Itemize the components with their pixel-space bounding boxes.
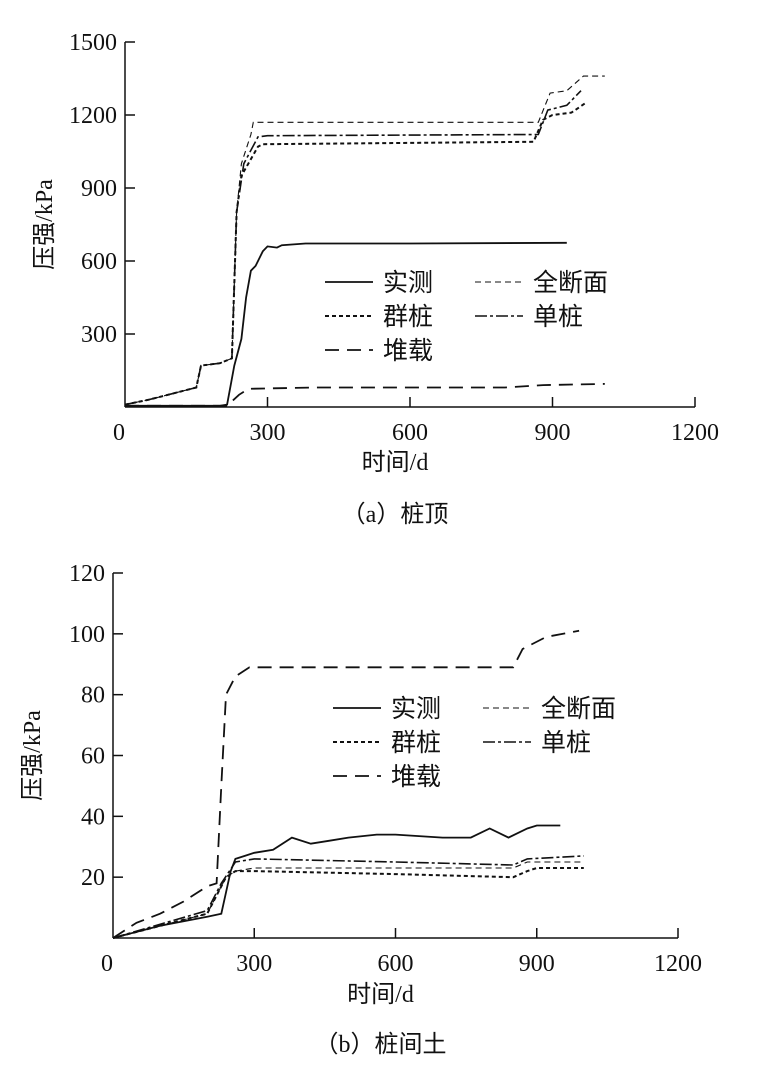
legend-label: 堆载	[391, 763, 441, 791]
x-tick-label: 1200	[671, 420, 719, 446]
x-axis-label: 时间/d	[362, 449, 429, 476]
x-tick-label: 600	[392, 420, 428, 446]
chart-title: （b）桩间土	[315, 1031, 447, 1058]
chart-panel-b: 0 300 600 900 1200 20 40 60 80 100 120 时间/d 压强/kPa （b…	[20, 561, 702, 1058]
y-axis-label: 压强/kPa	[20, 710, 46, 801]
y-tick-label: 1200	[69, 103, 117, 129]
x-tick-label: 1200	[654, 951, 702, 977]
y-tick-label: 900	[81, 176, 117, 202]
y-tick-label: 20	[81, 865, 105, 891]
y-tick-label: 100	[69, 622, 105, 648]
y-tick-label: 300	[81, 322, 117, 348]
y-tick-label: 120	[69, 561, 105, 587]
x-tick-label: 600	[378, 951, 414, 977]
legend-label: 实测	[383, 269, 433, 297]
legend-label: 群桩	[383, 303, 433, 331]
series-line-3	[124, 90, 582, 406]
legend-label: 单桩	[541, 729, 591, 757]
series-line-2	[112, 867, 584, 939]
series-line-3	[112, 855, 584, 939]
legend-label: 全断面	[541, 695, 616, 723]
legend-label: 群桩	[391, 729, 441, 757]
series-line-4	[112, 629, 580, 939]
x-tick-label: 0	[113, 420, 125, 446]
series-line-4	[125, 383, 605, 407]
y-tick-label: 600	[81, 249, 117, 275]
legend-label: 全断面	[533, 269, 608, 297]
legend-label: 堆载	[383, 337, 433, 365]
chart-panel-a: 0 300 600 900 1200 300 600 900 1200 1500 时间/d 压强/kP…	[32, 30, 719, 528]
legend-label: 单桩	[533, 303, 583, 331]
y-tick-label: 80	[81, 683, 105, 709]
legend-label: 实测	[391, 695, 441, 723]
y-axis-label: 压强/kPa	[32, 179, 58, 270]
series-line-1	[124, 75, 605, 406]
x-tick-label: 900	[535, 420, 571, 446]
y-tick-label: 40	[81, 804, 105, 830]
y-tick-label: 60	[81, 744, 105, 770]
x-tick-label: 300	[236, 951, 272, 977]
series-line-1	[112, 861, 584, 939]
series-line-0	[112, 824, 561, 939]
chart-title: （a）桩顶	[342, 501, 449, 528]
series-line-2	[124, 101, 587, 406]
x-tick-label: 300	[250, 420, 286, 446]
x-tick-label: 0	[101, 951, 113, 977]
x-axis-label: 时间/d	[347, 981, 414, 1008]
y-tick-label: 1500	[69, 30, 117, 56]
series-line-0	[125, 241, 567, 407]
x-tick-label: 900	[519, 951, 555, 977]
